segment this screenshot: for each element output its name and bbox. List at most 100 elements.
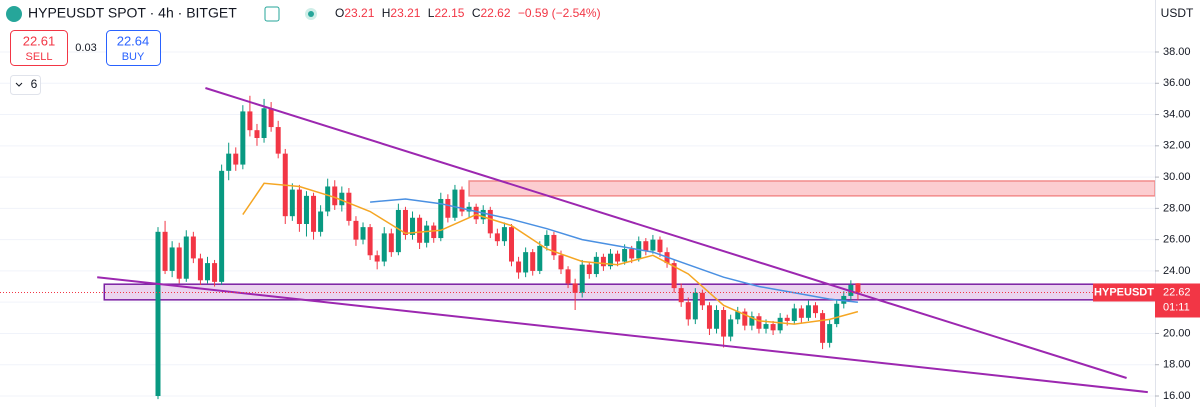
y-tick-label: 28.00: [1163, 202, 1191, 214]
price-zone: [468, 180, 1156, 197]
last-price-label: 22.62: [1163, 286, 1191, 298]
candle-body: [530, 252, 536, 271]
candle-body: [311, 195, 317, 232]
low-value: 22.15: [434, 6, 464, 20]
candle-body: [749, 316, 755, 326]
candle-body: [459, 189, 465, 212]
candle-body: [473, 206, 479, 220]
y-tick-label: 20.00: [1163, 327, 1191, 339]
y-tick-label: 24.00: [1163, 265, 1191, 277]
candle-body: [579, 264, 585, 293]
change-value: −0.59 (−2.54%): [518, 6, 601, 20]
status-dot: [308, 11, 314, 17]
candle-body: [381, 233, 387, 262]
candle-body: [268, 108, 274, 128]
trend-line: [205, 87, 1127, 379]
candle-body: [735, 311, 741, 320]
candle-body: [841, 295, 847, 304]
candle-body: [197, 258, 203, 281]
candle-body: [742, 311, 748, 326]
candle-body: [544, 234, 550, 246]
open-value: 23.21: [344, 6, 374, 20]
candle-body: [332, 186, 338, 206]
candle-body: [219, 170, 225, 282]
candle-body: [289, 189, 295, 217]
symbol-tag-bg: [1093, 283, 1155, 302]
candle-body: [650, 239, 656, 251]
candle-body: [756, 316, 762, 329]
candle-body: [827, 324, 833, 343]
candle-body: [558, 255, 564, 270]
sell-price: 22.61: [23, 33, 56, 48]
y-tick-label: 36.00: [1163, 77, 1191, 89]
candle-body: [728, 319, 734, 337]
candle-body: [685, 302, 691, 320]
last-price-bg: [1155, 283, 1200, 318]
candle-body: [339, 192, 345, 206]
symbol-tag: HYPEUSDT: [1094, 286, 1154, 298]
sell-button[interactable]: [10, 30, 68, 66]
candle-body: [805, 305, 811, 318]
candle-body: [721, 310, 727, 337]
candle-body: [855, 283, 861, 293]
candle-body: [240, 111, 246, 165]
candle-body: [629, 249, 635, 259]
candle-body: [388, 233, 394, 253]
candle-body: [501, 227, 507, 242]
candle-body: [296, 189, 302, 224]
candle-body: [572, 283, 578, 293]
candle-body: [155, 231, 161, 396]
candle-body: [586, 264, 592, 275]
high-label: H: [382, 6, 391, 20]
candle-body: [714, 310, 720, 329]
candle-body: [777, 317, 783, 331]
candle-body: [360, 227, 366, 240]
candle-body: [254, 130, 260, 138]
ohlc-legend: O23.21 H23.21 L22.15 C22.62 −0.59 (−2.54…: [335, 6, 601, 20]
indicators-toggle[interactable]: [10, 75, 41, 95]
candle-body: [494, 233, 500, 242]
candle-body: [431, 225, 437, 239]
candle-body: [176, 247, 182, 279]
candle-body: [367, 227, 373, 256]
candle-body: [190, 236, 196, 259]
candle-body: [410, 217, 416, 235]
symbol-logo: [6, 6, 22, 22]
candle-body: [438, 198, 444, 239]
candle-body: [791, 308, 797, 321]
y-tick-label: 18.00: [1163, 359, 1191, 371]
y-tick-label: 16.00: [1163, 390, 1191, 402]
buy-label: BUY: [122, 51, 145, 63]
candle-body: [374, 255, 380, 262]
symbol-title: HYPEUSDT SPOT · 4h · BITGET: [28, 5, 237, 21]
candle-body: [452, 189, 458, 218]
y-tick-label: 32.00: [1163, 140, 1191, 152]
candle-body: [445, 198, 451, 218]
candle-body: [261, 108, 267, 138]
y-tick-label: 38.00: [1163, 46, 1191, 58]
candle-body: [622, 249, 628, 262]
candle-body: [551, 234, 557, 256]
candle-body: [204, 263, 210, 281]
candle-body: [593, 256, 599, 275]
candle-body: [466, 206, 472, 212]
candle-body: [402, 209, 408, 235]
open-label: O: [335, 6, 344, 20]
candle-body: [671, 263, 677, 289]
candle-body: [353, 220, 359, 240]
candle-body: [226, 153, 232, 171]
candle-body: [643, 241, 649, 251]
currency-label: USDT: [1161, 6, 1194, 20]
buy-price: 22.64: [117, 33, 150, 48]
candle-body: [212, 263, 218, 282]
candle-body: [770, 324, 776, 331]
candle-body: [615, 253, 621, 262]
buy-button[interactable]: [106, 30, 161, 66]
sell-label: SELL: [26, 51, 53, 63]
candle-body: [487, 209, 493, 234]
flag-icon[interactable]: [264, 6, 280, 22]
candle-body: [523, 252, 529, 273]
candle-body: [516, 261, 522, 273]
candle-body: [247, 111, 253, 131]
